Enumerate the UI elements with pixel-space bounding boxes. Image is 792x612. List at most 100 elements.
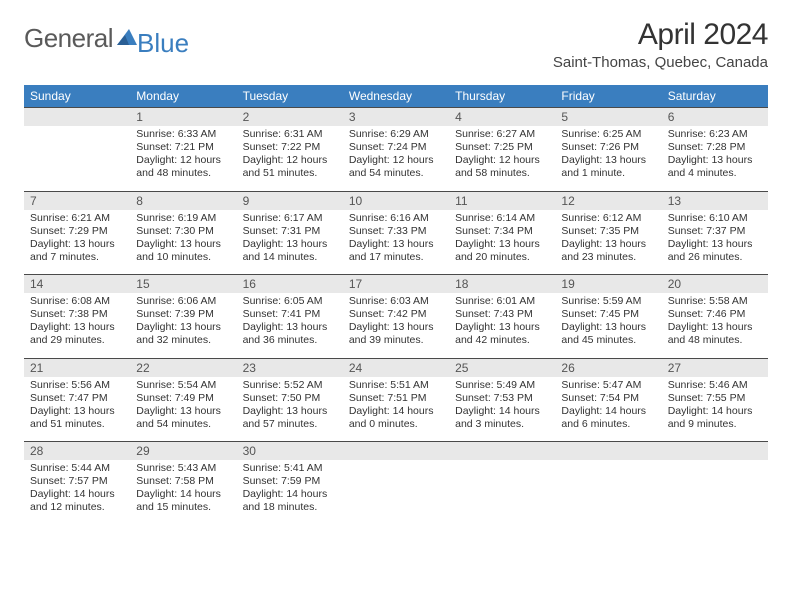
day-number-cell: 21 xyxy=(24,358,130,377)
day-detail-cell: Sunrise: 5:56 AMSunset: 7:47 PMDaylight:… xyxy=(24,377,130,442)
daylight-text: Daylight: 13 hours and 57 minutes. xyxy=(243,405,337,431)
day-number-cell xyxy=(662,442,768,461)
sunset-text: Sunset: 7:37 PM xyxy=(668,225,762,238)
day-number-row: 21222324252627 xyxy=(24,358,768,377)
logo-triangle-icon xyxy=(117,29,137,45)
day-number-cell: 14 xyxy=(24,275,130,294)
location-text: Saint-Thomas, Quebec, Canada xyxy=(553,54,768,71)
day-number-cell: 5 xyxy=(555,108,661,127)
daylight-text: Daylight: 13 hours and 32 minutes. xyxy=(136,321,230,347)
day-detail-cell: Sunrise: 6:03 AMSunset: 7:42 PMDaylight:… xyxy=(343,293,449,358)
day-number-cell: 6 xyxy=(662,108,768,127)
day-detail-cell: Sunrise: 5:46 AMSunset: 7:55 PMDaylight:… xyxy=(662,377,768,442)
daylight-text: Daylight: 13 hours and 26 minutes. xyxy=(668,238,762,264)
sunrise-text: Sunrise: 6:33 AM xyxy=(136,128,230,141)
day-number-cell xyxy=(24,108,130,127)
sunrise-text: Sunrise: 6:01 AM xyxy=(455,295,549,308)
month-title: April 2024 xyxy=(553,18,768,52)
sunset-text: Sunset: 7:59 PM xyxy=(243,475,337,488)
sunset-text: Sunset: 7:22 PM xyxy=(243,141,337,154)
day-number-cell: 24 xyxy=(343,358,449,377)
day-number-row: 78910111213 xyxy=(24,191,768,210)
daylight-text: Daylight: 12 hours and 48 minutes. xyxy=(136,154,230,180)
sunset-text: Sunset: 7:53 PM xyxy=(455,392,549,405)
logo-text-blue: Blue xyxy=(137,28,189,59)
day-detail-cell: Sunrise: 6:01 AMSunset: 7:43 PMDaylight:… xyxy=(449,293,555,358)
sunset-text: Sunset: 7:28 PM xyxy=(668,141,762,154)
day-detail-row: Sunrise: 6:08 AMSunset: 7:38 PMDaylight:… xyxy=(24,293,768,358)
sunset-text: Sunset: 7:33 PM xyxy=(349,225,443,238)
day-detail-cell: Sunrise: 6:25 AMSunset: 7:26 PMDaylight:… xyxy=(555,126,661,191)
day-detail-cell: Sunrise: 6:05 AMSunset: 7:41 PMDaylight:… xyxy=(237,293,343,358)
day-detail-cell: Sunrise: 6:10 AMSunset: 7:37 PMDaylight:… xyxy=(662,210,768,275)
day-detail-row: Sunrise: 6:21 AMSunset: 7:29 PMDaylight:… xyxy=(24,210,768,275)
daylight-text: Daylight: 13 hours and 39 minutes. xyxy=(349,321,443,347)
day-header: Monday xyxy=(130,85,236,108)
day-detail-cell: Sunrise: 5:52 AMSunset: 7:50 PMDaylight:… xyxy=(237,377,343,442)
day-number-cell xyxy=(343,442,449,461)
day-detail-cell: Sunrise: 6:29 AMSunset: 7:24 PMDaylight:… xyxy=(343,126,449,191)
day-number-cell: 3 xyxy=(343,108,449,127)
sunset-text: Sunset: 7:45 PM xyxy=(561,308,655,321)
day-number-cell: 2 xyxy=(237,108,343,127)
day-number-cell: 17 xyxy=(343,275,449,294)
day-number-cell: 13 xyxy=(662,191,768,210)
day-detail-cell xyxy=(449,460,555,525)
daylight-text: Daylight: 13 hours and 14 minutes. xyxy=(243,238,337,264)
daylight-text: Daylight: 13 hours and 48 minutes. xyxy=(668,321,762,347)
sunset-text: Sunset: 7:41 PM xyxy=(243,308,337,321)
day-number-cell: 9 xyxy=(237,191,343,210)
day-number-cell: 16 xyxy=(237,275,343,294)
day-number-cell: 27 xyxy=(662,358,768,377)
sunrise-text: Sunrise: 5:52 AM xyxy=(243,379,337,392)
sunset-text: Sunset: 7:31 PM xyxy=(243,225,337,238)
day-detail-row: Sunrise: 5:44 AMSunset: 7:57 PMDaylight:… xyxy=(24,460,768,525)
daylight-text: Daylight: 13 hours and 4 minutes. xyxy=(668,154,762,180)
day-detail-cell: Sunrise: 5:47 AMSunset: 7:54 PMDaylight:… xyxy=(555,377,661,442)
sunrise-text: Sunrise: 6:12 AM xyxy=(561,212,655,225)
sunset-text: Sunset: 7:25 PM xyxy=(455,141,549,154)
day-number-cell xyxy=(555,442,661,461)
sunrise-text: Sunrise: 6:23 AM xyxy=(668,128,762,141)
daylight-text: Daylight: 13 hours and 1 minute. xyxy=(561,154,655,180)
day-detail-cell xyxy=(343,460,449,525)
title-block: April 2024 Saint-Thomas, Quebec, Canada xyxy=(553,18,768,71)
sunrise-text: Sunrise: 6:19 AM xyxy=(136,212,230,225)
day-number-row: 14151617181920 xyxy=(24,275,768,294)
sunset-text: Sunset: 7:39 PM xyxy=(136,308,230,321)
day-detail-cell: Sunrise: 5:49 AMSunset: 7:53 PMDaylight:… xyxy=(449,377,555,442)
daylight-text: Daylight: 13 hours and 23 minutes. xyxy=(561,238,655,264)
day-detail-cell: Sunrise: 5:54 AMSunset: 7:49 PMDaylight:… xyxy=(130,377,236,442)
logo: General Blue xyxy=(24,18,189,59)
day-detail-cell: Sunrise: 6:06 AMSunset: 7:39 PMDaylight:… xyxy=(130,293,236,358)
daylight-text: Daylight: 13 hours and 20 minutes. xyxy=(455,238,549,264)
day-header: Tuesday xyxy=(237,85,343,108)
day-detail-cell: Sunrise: 5:44 AMSunset: 7:57 PMDaylight:… xyxy=(24,460,130,525)
sunset-text: Sunset: 7:46 PM xyxy=(668,308,762,321)
day-number-cell: 26 xyxy=(555,358,661,377)
header: General Blue April 2024 Saint-Thomas, Qu… xyxy=(24,18,768,71)
sunset-text: Sunset: 7:57 PM xyxy=(30,475,124,488)
day-detail-row: Sunrise: 6:33 AMSunset: 7:21 PMDaylight:… xyxy=(24,126,768,191)
sunrise-text: Sunrise: 6:25 AM xyxy=(561,128,655,141)
sunrise-text: Sunrise: 5:46 AM xyxy=(668,379,762,392)
calendar-table: Sunday Monday Tuesday Wednesday Thursday… xyxy=(24,85,768,525)
day-detail-cell xyxy=(555,460,661,525)
sunset-text: Sunset: 7:43 PM xyxy=(455,308,549,321)
day-detail-cell: Sunrise: 6:27 AMSunset: 7:25 PMDaylight:… xyxy=(449,126,555,191)
sunrise-text: Sunrise: 5:51 AM xyxy=(349,379,443,392)
sunset-text: Sunset: 7:29 PM xyxy=(30,225,124,238)
day-detail-cell: Sunrise: 6:23 AMSunset: 7:28 PMDaylight:… xyxy=(662,126,768,191)
day-detail-cell: Sunrise: 6:08 AMSunset: 7:38 PMDaylight:… xyxy=(24,293,130,358)
sunset-text: Sunset: 7:55 PM xyxy=(668,392,762,405)
day-header: Wednesday xyxy=(343,85,449,108)
sunrise-text: Sunrise: 5:43 AM xyxy=(136,462,230,475)
day-detail-cell xyxy=(24,126,130,191)
sunrise-text: Sunrise: 5:49 AM xyxy=(455,379,549,392)
sunset-text: Sunset: 7:47 PM xyxy=(30,392,124,405)
day-detail-cell: Sunrise: 6:16 AMSunset: 7:33 PMDaylight:… xyxy=(343,210,449,275)
day-detail-cell: Sunrise: 5:41 AMSunset: 7:59 PMDaylight:… xyxy=(237,460,343,525)
calendar-body: 123456Sunrise: 6:33 AMSunset: 7:21 PMDay… xyxy=(24,108,768,525)
sunrise-text: Sunrise: 6:17 AM xyxy=(243,212,337,225)
day-number-cell: 19 xyxy=(555,275,661,294)
